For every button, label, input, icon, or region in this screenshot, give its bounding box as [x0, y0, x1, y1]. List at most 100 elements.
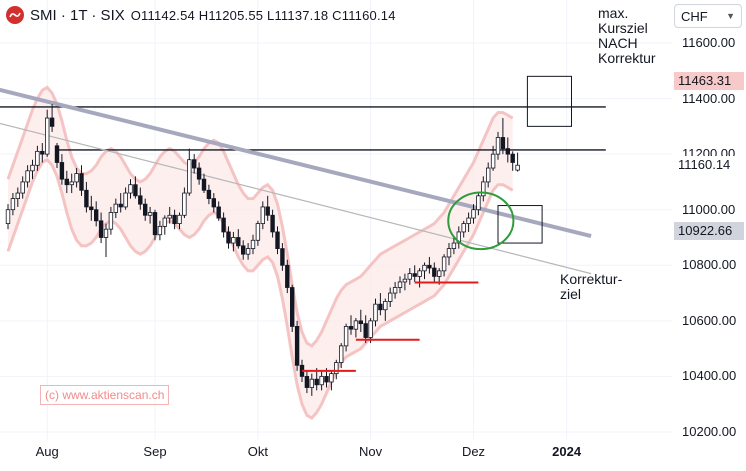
- candle: [226, 231, 231, 244]
- candle: [157, 225, 163, 236]
- candle: [236, 237, 241, 247]
- candle: [304, 376, 310, 388]
- candle: [343, 326, 349, 347]
- candle: [495, 137, 501, 155]
- candle: [334, 362, 339, 375]
- candle: [378, 303, 383, 311]
- candle: [392, 287, 398, 294]
- candle: [20, 181, 25, 194]
- candle: [84, 189, 89, 208]
- candle: [45, 117, 50, 155]
- channel-band: [8, 87, 513, 419]
- highlight-circle: [447, 191, 515, 251]
- chevron-down-icon: ▼: [726, 11, 735, 21]
- candle: [35, 150, 40, 166]
- chart-header: SMI · 1T · SIX O11142.54 H11205.55 L1113…: [6, 6, 396, 24]
- candle: [172, 214, 177, 225]
- target-box-max: [526, 75, 573, 127]
- candle: [324, 376, 329, 383]
- candle: [402, 278, 408, 283]
- candle: [133, 184, 138, 197]
- candle: [446, 248, 452, 258]
- candle: [10, 198, 16, 211]
- candle: [260, 206, 265, 225]
- ohlc-values: O11142.54 H11205.55 L11137.18 C11160.14: [130, 7, 396, 23]
- candle: [358, 320, 363, 325]
- x-tick-label: 2024: [552, 444, 582, 459]
- candle: [138, 195, 143, 205]
- candle: [436, 270, 442, 277]
- candle: [187, 159, 192, 194]
- candle: [250, 239, 256, 250]
- candle: [373, 303, 378, 322]
- candle: [221, 217, 226, 233]
- candle: [128, 184, 133, 194]
- y-tick-label: 10600.00: [682, 312, 737, 328]
- candle: [69, 181, 74, 186]
- currency-select[interactable]: CHF ▼: [674, 4, 742, 28]
- candle: [432, 267, 437, 277]
- smi-logo-icon: [6, 6, 24, 24]
- candle: [451, 242, 457, 250]
- candle: [152, 212, 158, 236]
- x-tick-label: Sep: [143, 444, 167, 459]
- candle: [94, 209, 99, 222]
- candle: [108, 212, 114, 230]
- candle: [196, 167, 202, 180]
- annotation-max-target: max. Kursziel NACH Korrektur: [598, 5, 656, 66]
- candle: [309, 378, 314, 388]
- candle: [270, 214, 275, 233]
- candle: [441, 256, 447, 272]
- trendline-thick: [0, 87, 592, 239]
- candle: [147, 212, 153, 216]
- candle: [427, 264, 432, 269]
- candle: [5, 209, 11, 225]
- candle: [211, 198, 216, 208]
- candle: [89, 206, 94, 211]
- x-tick-label: Dez: [461, 444, 486, 459]
- candle: [461, 223, 466, 233]
- candle: [216, 206, 221, 219]
- y-tick-label: 10800.00: [682, 257, 737, 273]
- candle: [397, 281, 403, 288]
- candle: [25, 170, 30, 183]
- candlestick-chart[interactable]: [0, 0, 672, 466]
- candle: [177, 214, 182, 225]
- candle: [456, 231, 461, 244]
- candle: [294, 326, 300, 366]
- band-lower-line: [6, 157, 514, 421]
- candle: [118, 203, 123, 208]
- candle: [285, 264, 290, 288]
- annotation-correction-target: Korrektur- ziel: [560, 271, 623, 302]
- x-tick-label: Okt: [247, 444, 269, 459]
- chart-plot-area[interactable]: [0, 0, 672, 466]
- price-label: 10922.66: [674, 222, 744, 241]
- symbol-label[interactable]: SMI · 1T · SIX: [30, 6, 125, 24]
- candle: [353, 320, 359, 330]
- candle: [113, 203, 118, 213]
- candle: [54, 145, 60, 163]
- candle: [387, 292, 393, 302]
- candle: [417, 270, 422, 277]
- price-label: 11160.14: [674, 156, 744, 175]
- candle: [64, 178, 69, 186]
- target-box-correction: [497, 205, 543, 244]
- candle: [476, 195, 481, 211]
- candle: [466, 217, 471, 225]
- candle: [280, 248, 285, 266]
- price-label: 11463.31: [674, 71, 744, 90]
- candle: [103, 228, 109, 238]
- candle: [510, 153, 515, 163]
- watermark: (c) www.aktienscan.ch: [40, 385, 170, 405]
- candle: [422, 264, 427, 272]
- candle: [182, 192, 187, 216]
- candle: [49, 117, 55, 127]
- candle: [348, 326, 354, 330]
- candle: [505, 148, 510, 155]
- candle: [59, 162, 65, 180]
- x-tick-label: Nov: [359, 444, 383, 459]
- candle: [368, 320, 373, 338]
- candle: [314, 378, 319, 386]
- candle: [481, 181, 486, 197]
- candle: [40, 150, 45, 155]
